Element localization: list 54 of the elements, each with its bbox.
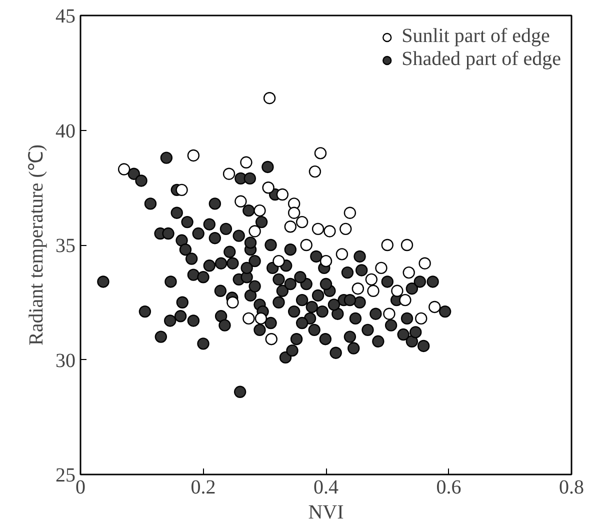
point: [381, 238, 394, 252]
point: [248, 225, 261, 238]
point: [400, 238, 414, 252]
point: [391, 284, 404, 297]
point: [118, 163, 130, 176]
point: [344, 206, 356, 219]
point: [402, 266, 415, 279]
point: [176, 184, 188, 196]
point: [399, 294, 412, 306]
x-tick-label: 0.2: [190, 476, 216, 498]
point: [352, 282, 364, 295]
point: [272, 254, 285, 268]
legend-label: Shaded part of edge: [402, 48, 561, 71]
point: [340, 222, 352, 236]
point: [226, 296, 239, 308]
point: [262, 182, 274, 194]
point: [314, 147, 327, 160]
x-tick-label: 0: [76, 476, 86, 498]
legend-label: Sunlit part of edge: [402, 25, 550, 48]
point: [276, 188, 289, 201]
y-tick-label: 25: [56, 464, 76, 486]
point: [254, 312, 268, 325]
point: [418, 257, 431, 270]
point: [428, 300, 441, 314]
point: [365, 273, 378, 286]
point: [187, 149, 200, 162]
point: [324, 225, 336, 238]
point: [336, 248, 348, 260]
y-axis-title: Radiant temperature (℃): [26, 144, 48, 346]
x-tick-label: 0.8: [559, 476, 584, 498]
point: [383, 308, 396, 320]
point: [375, 262, 388, 274]
y-tick-label: 40: [56, 120, 76, 142]
point: [296, 216, 308, 228]
x-tick-label: 0.4: [314, 476, 338, 498]
point: [312, 222, 324, 236]
point: [288, 206, 300, 219]
point: [242, 312, 255, 325]
point: [367, 284, 380, 297]
point: [265, 333, 278, 346]
y-tick-label: 30: [56, 350, 76, 372]
point: [234, 195, 247, 208]
point: [240, 156, 252, 168]
point: [308, 165, 322, 178]
x-tick-label: 0.6: [436, 476, 462, 498]
point: [300, 238, 312, 252]
y-tick-label: 35: [56, 235, 76, 257]
point: [284, 220, 296, 233]
y-tick-label: 45: [56, 6, 76, 28]
point: [320, 254, 332, 268]
point: [415, 312, 428, 325]
point: [263, 92, 276, 104]
x-axis-title: NVI: [308, 502, 344, 524]
point: [222, 168, 236, 180]
